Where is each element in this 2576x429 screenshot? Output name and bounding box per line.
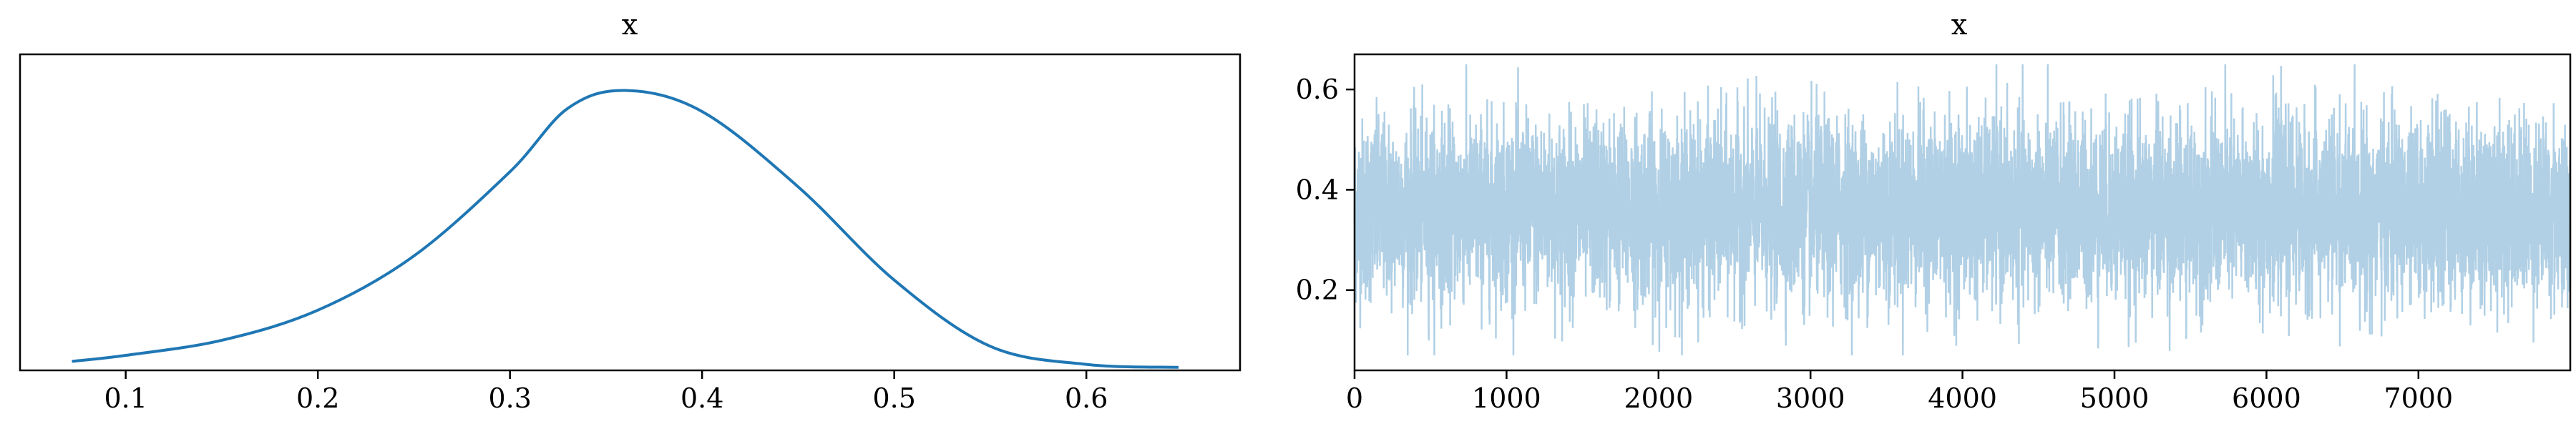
density-x-tick-label: 0.2 bbox=[296, 383, 339, 414]
trace-panel-title: x bbox=[1951, 9, 1968, 41]
density-axes-frame bbox=[19, 53, 1241, 372]
trace-x-axis: 0 1000 2000 3000 4000 5000 6000 7000 bbox=[1346, 370, 2453, 414]
density-x-axis: 0.1 0.2 0.3 0.4 0.5 0.6 bbox=[104, 370, 1108, 414]
density-x-tick-label: 0.3 bbox=[488, 383, 531, 414]
density-plot-area bbox=[72, 89, 1179, 369]
trace-x-tick-label: 4000 bbox=[1928, 383, 1997, 414]
trace-x-tick-label: 0 bbox=[1346, 383, 1363, 414]
density-x-tick-label: 0.4 bbox=[680, 383, 723, 414]
trace-x-tick-label: 2000 bbox=[1624, 383, 1693, 414]
trace-x-tick-label: 5000 bbox=[2080, 383, 2150, 414]
density-x-tick-label: 0.5 bbox=[872, 383, 915, 414]
density-x-tick-label: 0.6 bbox=[1065, 383, 1108, 414]
trace-y-tick-label: 0.2 bbox=[1296, 275, 1339, 306]
trace-y-axis: 0.2 0.4 0.6 bbox=[1296, 74, 1355, 306]
trace-line bbox=[1353, 64, 2572, 356]
density-curve bbox=[72, 89, 1179, 369]
trace-y-tick-label: 0.4 bbox=[1296, 174, 1339, 205]
trace-panel: x 0 1000 2000 3000 4000 5000 6000 7000 0.20.40.… bbox=[1296, 9, 2572, 414]
density-panel: x 0.1 0.2 0.3 0.4 0.5 0.6 bbox=[19, 9, 1241, 414]
density-panel-title: x bbox=[622, 9, 638, 41]
trace-y-tick-label: 0.6 bbox=[1296, 74, 1339, 105]
trace-x-tick-label: 3000 bbox=[1776, 383, 1845, 414]
trace-x-tick-label: 6000 bbox=[2232, 383, 2301, 414]
trace-x-tick-label: 7000 bbox=[2384, 383, 2453, 414]
trace-plot-area bbox=[1353, 64, 2572, 356]
density-x-tick-label: 0.1 bbox=[104, 383, 147, 414]
trace-x-tick-label: 1000 bbox=[1472, 383, 1541, 414]
